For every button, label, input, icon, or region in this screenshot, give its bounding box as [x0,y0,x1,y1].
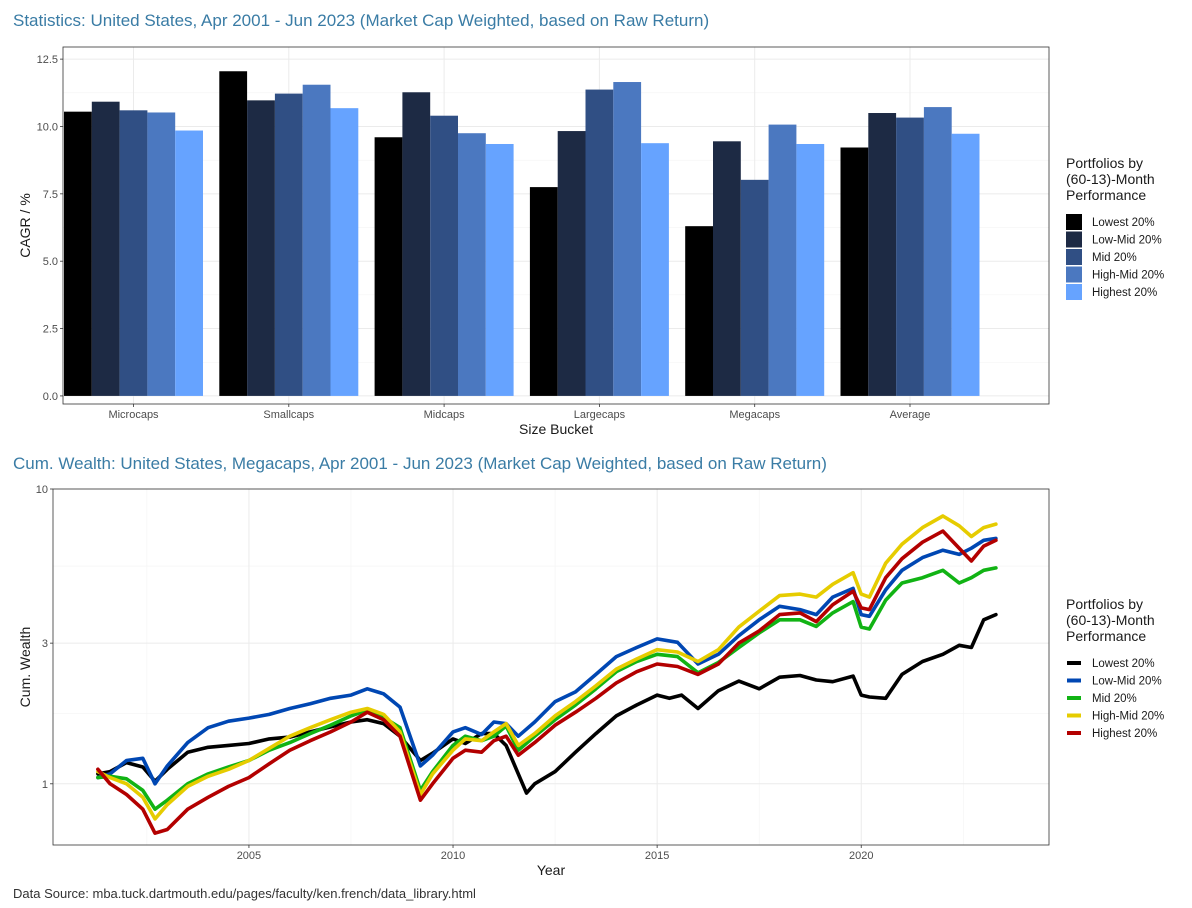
bar-smallcaps-lowest-20 [219,71,248,396]
bar-smallcaps-mid-20 [274,93,303,396]
bar-midcaps-mid-20 [430,115,458,396]
bar-x-tick-label-smallcaps: Smallcaps [263,409,314,421]
legend-title-line: Performance [1066,628,1146,644]
bar-x-axis-title: Size Bucket [519,421,593,437]
bar-megacaps-low-mid-20 [713,141,741,396]
legend-label-highest-20: Highest 20% [1092,728,1157,740]
line-y-tick-label: 10 [36,484,48,496]
line-x-tick-label: 2020 [849,850,873,862]
bar-average-high-mid-20 [923,107,952,396]
line-plot-border [52,488,1050,846]
bar-y-tick-label: 7.5 [43,189,58,201]
bar-microcaps-high-mid-20 [147,112,176,396]
line-y-axis-title: Cum. Wealth [17,627,33,708]
line-plot-background [53,489,1049,845]
legend-key-low-mid-20 [1066,231,1082,248]
bar-largecaps-lowest-20 [529,187,558,396]
legend-label-high-mid-20: High-Mid 20% [1092,270,1164,282]
bar-chart-title: Statistics: United States, Apr 2001 - Ju… [13,11,710,30]
legend-title-line: (60-13)-Month [1066,171,1155,187]
line-y-tick-label: 3 [42,638,48,650]
bar-average-low-mid-20 [868,113,897,396]
legend-key-mid-20 [1066,249,1082,265]
series-line-lowest-20 [96,612,998,795]
legend-label-lowest-20: Lowest 20% [1092,658,1155,670]
bar-chart: 0.0 2.5 5.0 7.5 10.0 12.5 Microcaps Smallcaps Mi… [17,46,1164,437]
bar-microcaps-mid-20 [119,110,148,396]
bar-y-axis-title: CAGR / % [17,193,33,258]
line-x-axis-title: Year [537,862,566,878]
bar-y-tick-label: 2.5 [43,324,58,336]
bar-y-tick-label: 10.0 [37,121,58,133]
data-source-footer: Data Source: mba.tuck.dartmouth.edu/page… [13,886,476,901]
legend-label-low-mid-20: Low-Mid 20% [1092,676,1162,688]
bar-midcaps-highest-20 [485,143,514,396]
legend-title-line: (60-13)-Month [1066,612,1155,628]
bar-x-tick-label-megacaps: Megacaps [729,409,780,421]
legend-label-mid-20: Mid 20% [1092,252,1137,264]
legend-title-line: Portfolios by [1066,155,1143,171]
legend-title-line: Performance [1066,187,1146,203]
series-line-highest-20 [96,529,998,836]
series-line-high-mid-20 [96,514,998,821]
line-chart: 1 3 10 2005 2010 2015 2020 Year Cum. Wealth Portf… [17,484,1164,878]
bar-megacaps-high-mid-20 [768,124,797,396]
line-chart-title: Cum. Wealth: United States, Megacaps, Ap… [13,454,827,473]
legend-key-highest-20 [1066,284,1082,300]
bar-smallcaps-high-mid-20 [302,84,331,396]
legend-label-high-mid-20: High-Mid 20% [1092,711,1164,723]
bar-average-mid-20 [896,117,924,396]
bar-largecaps-low-mid-20 [557,131,586,396]
bar-midcaps-high-mid-20 [458,133,486,396]
legend-label-mid-20: Mid 20% [1092,693,1137,705]
bar-x-tick-label-midcaps: Midcaps [424,409,465,421]
bar-microcaps-highest-20 [175,130,203,396]
bar-megacaps-mid-20 [740,179,769,396]
bar-average-highest-20 [951,133,980,396]
line-x-tick-label: 2005 [237,850,261,862]
bar-microcaps-low-mid-20 [91,101,120,396]
bar-midcaps-low-mid-20 [402,92,431,396]
legend-label-lowest-20: Lowest 20% [1092,217,1155,229]
series-line-low-mid-20 [96,536,998,786]
legend-key-high-mid-20 [1066,266,1082,283]
bar-y-tick-label: 5.0 [43,256,58,268]
bar-x-tick-label-average: Average [890,409,931,421]
bar-x-tick-label-largecaps: Largecaps [574,409,626,421]
legend-label-low-mid-20: Low-Mid 20% [1092,235,1162,247]
bar-largecaps-mid-20 [585,89,614,396]
bar-smallcaps-highest-20 [330,108,359,396]
bar-plot-border [62,46,1050,405]
bar-x-tick-label-microcaps: Microcaps [108,409,159,421]
bar-average-lowest-20 [840,147,869,396]
line-x-tick-label: 2015 [645,850,669,862]
bar-smallcaps-low-mid-20 [247,100,275,396]
bar-largecaps-high-mid-20 [613,82,642,396]
legend-label-highest-20: Highest 20% [1092,287,1157,299]
line-y-tick-label: 1 [42,779,48,791]
legend-title-line: Portfolios by [1066,596,1143,612]
bar-y-tick-label: 12.5 [37,54,58,66]
line-x-tick-label: 2010 [441,850,465,862]
legend-key-lowest-20 [1066,214,1082,230]
bar-largecaps-highest-20 [641,143,669,396]
bar-megacaps-highest-20 [796,143,825,396]
bar-megacaps-lowest-20 [685,226,713,396]
bar-microcaps-lowest-20 [64,111,92,396]
bar-y-tick-label: 0.0 [43,391,58,403]
bar-midcaps-lowest-20 [374,137,403,396]
